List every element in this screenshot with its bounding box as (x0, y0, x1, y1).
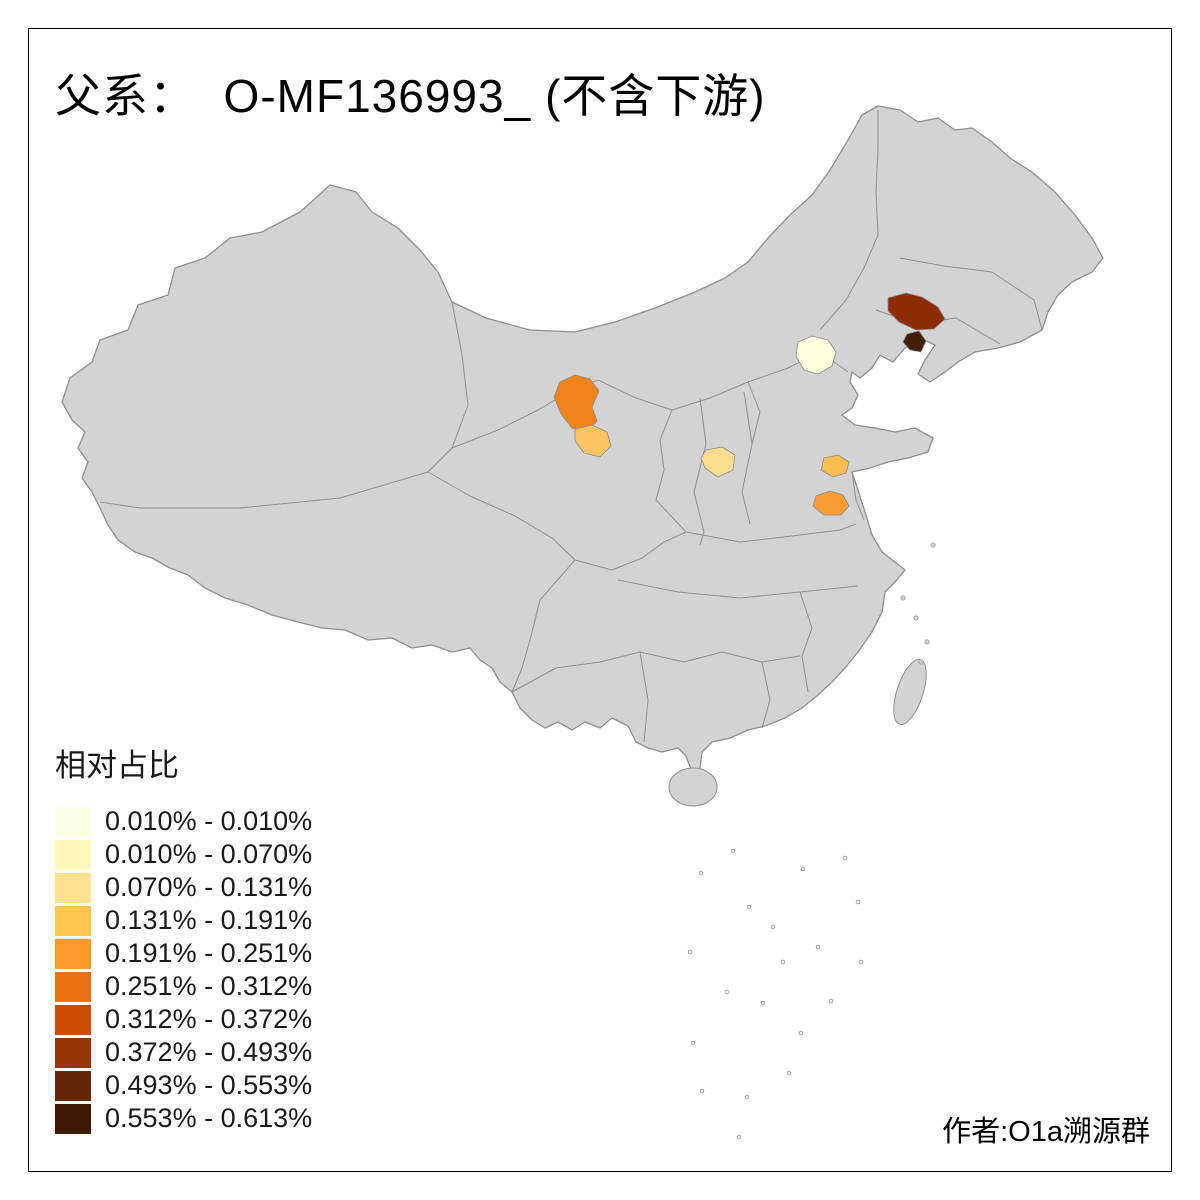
south-china-sea-islet (798, 1030, 804, 1036)
legend: 相对占比 0.010% - 0.010% 0.010% - 0.070% 0.070… (55, 740, 312, 1135)
south-china-sea-islet (724, 989, 730, 995)
map-region-gansu-upper (553, 374, 600, 433)
province-border (693, 397, 707, 546)
province-border (799, 591, 813, 693)
coastal-islet (930, 542, 936, 548)
province-border (741, 391, 753, 525)
province-border (639, 651, 649, 743)
south-china-sea-islet (730, 848, 736, 854)
map-region-gansu-lower (574, 424, 612, 458)
province-border (685, 523, 857, 543)
coastal-islet (900, 595, 906, 601)
legend-label: 0.070% - 0.131% (105, 872, 313, 902)
legend-label: 0.131% - 0.191% (105, 905, 313, 935)
province-border (899, 257, 1043, 331)
coastal-islet (918, 659, 924, 665)
province-border (574, 531, 687, 571)
legend-item: 0.131% - 0.191% (55, 904, 312, 937)
legend-swatch (55, 1004, 91, 1035)
legend-label: 0.191% - 0.251% (105, 938, 313, 968)
province-border (639, 651, 801, 663)
page-title: 父系： O-MF136993_ (不含下游) (55, 70, 766, 122)
south-china-sea-islet (744, 1094, 750, 1100)
legend-swatch (55, 1037, 91, 1068)
legend-label: 0.010% - 0.010% (105, 806, 313, 836)
south-china-sea-islet (780, 959, 786, 965)
legend-swatch (55, 938, 91, 969)
legend-item: 0.251% - 0.312% (55, 970, 312, 1003)
legend-swatch (55, 1103, 91, 1134)
south-china-sea-islet (842, 855, 848, 861)
legend-swatch (55, 806, 91, 837)
legend-rows: 0.010% - 0.010% 0.010% - 0.070% 0.070% - 0… (55, 805, 312, 1135)
province-border (761, 661, 771, 729)
map-region-shandong-central (820, 454, 850, 478)
legend-item: 0.010% - 0.070% (55, 838, 312, 871)
south-china-sea-islet (699, 1088, 705, 1094)
legend-title: 相对占比 (55, 748, 179, 783)
legend-label: 0.372% - 0.493% (105, 1037, 313, 1067)
province-border (747, 381, 761, 445)
province-border (427, 301, 469, 473)
legend-item: 0.493% - 0.553% (55, 1069, 312, 1102)
legend-label: 0.010% - 0.070% (105, 839, 313, 869)
legend-item: 0.070% - 0.131% (55, 871, 312, 904)
legend-swatch (55, 872, 91, 903)
legend-swatch (55, 1070, 91, 1101)
province-border (819, 110, 879, 331)
legend-label: 0.493% - 0.553% (105, 1070, 313, 1100)
hainan-island (668, 767, 718, 807)
province-border (427, 471, 576, 561)
province-border (655, 409, 687, 533)
province-border (99, 471, 429, 509)
taiwan-island (893, 658, 927, 726)
south-china-sea-islet (687, 949, 693, 955)
coastal-islet (913, 615, 919, 621)
legend-swatch (55, 905, 91, 936)
legend-label: 0.553% - 0.613% (105, 1103, 313, 1133)
province-border (511, 651, 641, 693)
map-region-shandong-south (812, 490, 850, 516)
south-china-sea-islet (815, 944, 821, 950)
south-china-sea-islet (786, 1070, 792, 1076)
south-china-sea-islet (800, 866, 806, 872)
map-region-shanxi-south (700, 446, 736, 478)
south-china-sea-islet (858, 959, 864, 965)
legend-item: 0.191% - 0.251% (55, 937, 312, 970)
map-region-liaoning-central (887, 292, 946, 331)
south-china-sea-islet (770, 924, 776, 930)
map-region-hebei-beijing-area (795, 335, 837, 375)
south-china-sea-islet (690, 1040, 696, 1046)
south-china-sea-islet (698, 870, 704, 876)
province-border (511, 559, 576, 693)
legend-label: 0.312% - 0.372% (105, 1004, 313, 1034)
legend-item: 0.312% - 0.372% (55, 1003, 312, 1036)
legend-item: 0.010% - 0.010% (55, 805, 312, 838)
south-china-sea-islet (828, 998, 834, 1004)
province-border (851, 471, 865, 521)
legend-label: 0.251% - 0.312% (105, 971, 313, 1001)
legend-swatch (55, 971, 91, 1002)
south-china-sea-islet (760, 1000, 766, 1006)
south-china-sea-islet (855, 899, 861, 905)
legend-item: 0.553% - 0.613% (55, 1102, 312, 1135)
legend-swatch (55, 839, 91, 870)
province-border (617, 579, 859, 599)
coastal-islet (924, 639, 930, 645)
map-region-liaoning-south (902, 330, 927, 353)
attribution-text: 作者:O1a溯源群 (942, 1116, 1150, 1148)
south-china-sea-islet (746, 904, 752, 910)
south-china-sea-islet (736, 1134, 742, 1140)
legend-item: 0.372% - 0.493% (55, 1036, 312, 1069)
